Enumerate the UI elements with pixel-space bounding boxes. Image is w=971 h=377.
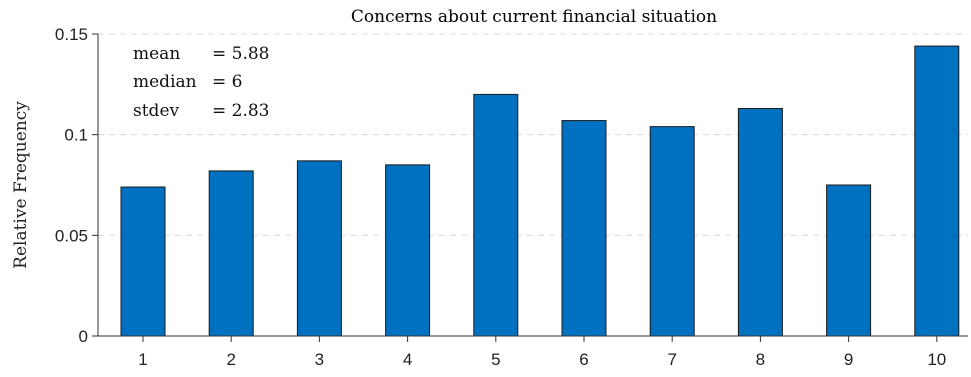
stat-mean-value: = 5.88 — [212, 44, 270, 64]
bar-10 — [914, 45, 960, 337]
y-tick-label-2: 0.1 — [64, 126, 88, 145]
bar-6 — [561, 120, 607, 337]
chart-title: Concerns about current financial situati… — [351, 7, 717, 27]
y-tick-label-1: 0.05 — [55, 226, 88, 245]
y-ticks: 0 0.05 0.1 0.15 — [55, 25, 98, 346]
bar-7 — [649, 126, 695, 337]
y-tick-label-3: 0.15 — [55, 25, 88, 44]
x-tick-label-1: 1 — [138, 350, 147, 369]
x-tick-label-6: 6 — [579, 350, 588, 369]
x-tick-label-2: 2 — [226, 350, 235, 369]
stat-stdev-label: stdev — [133, 101, 179, 121]
bar-5 — [473, 93, 519, 337]
x-tick-label-9: 9 — [844, 350, 853, 369]
x-tick-label-5: 5 — [491, 350, 500, 369]
x-ticks: 1 2 3 4 5 6 7 8 9 10 — [138, 336, 946, 369]
bar-9 — [826, 184, 872, 337]
x-tick-label-10: 10 — [927, 350, 946, 369]
x-tick-label-8: 8 — [756, 350, 765, 369]
y-axis-label: Relative Frequency — [11, 101, 31, 269]
bar-8 — [737, 107, 783, 337]
stats-annotation: mean = 5.88 median = 6 stdev = 2.83 — [133, 44, 270, 121]
stat-mean-label: mean — [133, 44, 180, 64]
x-tick-label-3: 3 — [315, 350, 324, 369]
bar-3 — [296, 160, 342, 337]
bar-4 — [385, 164, 431, 337]
bar-1 — [120, 186, 166, 337]
x-tick-label-4: 4 — [403, 350, 412, 369]
x-tick-label-7: 7 — [667, 350, 676, 369]
stat-median-label: median — [133, 72, 197, 92]
bar-2 — [208, 170, 254, 337]
stat-median-value: = 6 — [212, 72, 242, 92]
y-tick-label-0: 0 — [79, 327, 88, 346]
stat-stdev-value: = 2.83 — [212, 101, 270, 121]
bars — [120, 45, 960, 337]
axes — [97, 34, 968, 337]
